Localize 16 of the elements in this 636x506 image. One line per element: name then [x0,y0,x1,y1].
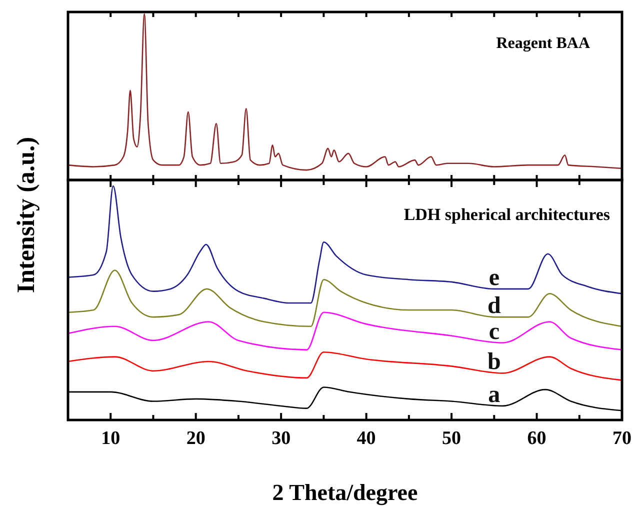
x-axis-title: 2 Theta/degree [272,480,418,506]
x-tick-label: 40 [356,428,376,449]
series-label: a [488,382,500,408]
text: LDH spherical architectures [404,205,610,224]
y-axis-title: Intensity (a.u.) [13,136,40,294]
series-label: d [487,293,502,320]
series-label: c [488,318,500,345]
series-label: b [487,349,501,376]
x-tick-label: 10 [101,428,120,449]
x-tick-label: 20 [186,428,206,449]
x-tick-label: 60 [527,428,546,449]
x-tick-label: 70 [612,428,632,449]
text: Reagent BAA [496,35,590,52]
x-tick-label: 50 [442,428,462,449]
x-tick-label: 30 [272,428,291,449]
series-label: e [488,264,500,291]
